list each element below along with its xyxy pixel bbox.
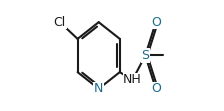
- Text: Cl: Cl: [54, 16, 66, 29]
- Text: S: S: [141, 49, 149, 62]
- Text: O: O: [151, 82, 161, 95]
- Text: NH: NH: [123, 73, 142, 86]
- Text: O: O: [151, 16, 161, 29]
- Text: N: N: [94, 82, 103, 95]
